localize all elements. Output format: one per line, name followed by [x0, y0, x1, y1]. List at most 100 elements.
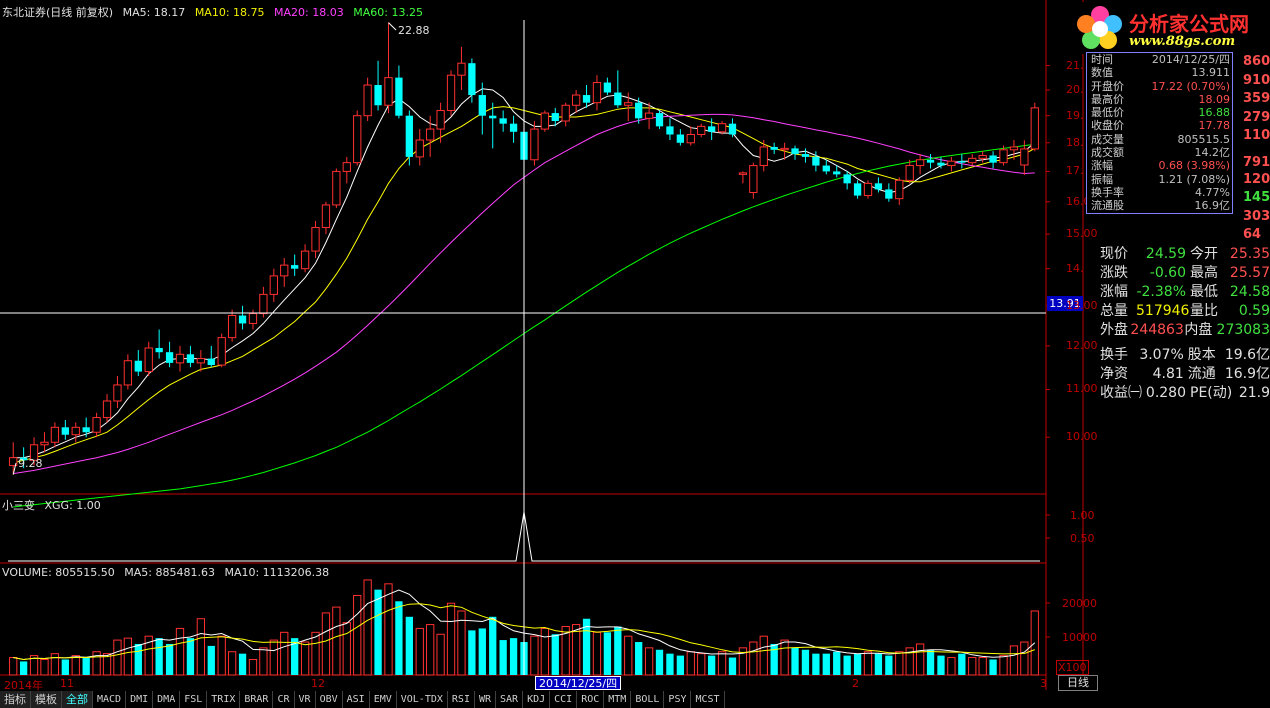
- tab-指标[interactable]: 指标: [0, 691, 31, 708]
- candle-body: [446, 74, 456, 111]
- volume-bar: [227, 651, 237, 676]
- tab-cr[interactable]: CR: [273, 691, 295, 708]
- info-value: 16.9亿: [1194, 199, 1231, 213]
- candle-body: [1020, 148, 1029, 166]
- volume-bar: [571, 624, 581, 676]
- volume-axis-10000: 10000: [1062, 631, 1097, 644]
- tab-mtm[interactable]: MTM: [604, 691, 632, 708]
- volume-bar: [291, 638, 299, 675]
- volume-bar: [885, 655, 893, 675]
- volume-bar: [697, 653, 706, 676]
- info-key: 最高价: [1091, 92, 1124, 106]
- price-tick-label: 10.00: [1066, 430, 1098, 444]
- tab-模板[interactable]: 模板: [31, 691, 62, 708]
- tab-vol-tdx[interactable]: VOL-TDX: [397, 691, 448, 708]
- tab-trix[interactable]: TRIX: [207, 691, 241, 708]
- volume-bar: [1009, 645, 1019, 676]
- info-value: 17.78: [1198, 119, 1231, 133]
- volume-bar: [738, 647, 748, 676]
- tab-vr[interactable]: VR: [295, 691, 316, 708]
- quote-row: 换手 3.07% 股本 19.6亿: [1100, 346, 1270, 365]
- tab-fsl[interactable]: FSL: [180, 691, 208, 708]
- info-key: 成交量: [1091, 132, 1124, 146]
- price-tick-label: 18.: [1066, 135, 1084, 149]
- volume-bar: [822, 653, 830, 675]
- tab-brar[interactable]: BRAR: [240, 691, 274, 708]
- side-number: 1204: [1243, 172, 1270, 187]
- quote-k2: 最高: [1190, 265, 1218, 281]
- volume-bar: [238, 653, 247, 675]
- tab-kdj[interactable]: KDJ: [523, 691, 551, 708]
- volume-bar: [175, 627, 185, 676]
- candle-body: [968, 157, 977, 164]
- tab-asi[interactable]: ASI: [343, 691, 370, 708]
- volume-bar: [363, 579, 372, 676]
- volume-bar: [780, 639, 789, 676]
- candle-body: [71, 426, 80, 436]
- candle-body: [791, 148, 799, 155]
- quote-v: 3.07%: [1139, 347, 1184, 363]
- tab-psy[interactable]: PSY: [664, 691, 692, 708]
- quote-row: 总量 517946 量比 0.59: [1100, 302, 1270, 321]
- volume-bar: [29, 655, 39, 676]
- candle-body: [801, 154, 810, 157]
- daily-period-tab[interactable]: 日线: [1058, 675, 1098, 691]
- candle-body: [478, 95, 486, 116]
- candle-body: [530, 128, 539, 161]
- low-price-label: 9.28: [18, 457, 43, 470]
- candle-body: [509, 123, 518, 132]
- volume-bar: [791, 647, 799, 675]
- candle-body: [92, 417, 101, 433]
- candle-body: [812, 156, 820, 166]
- tab-obv[interactable]: OBV: [316, 691, 343, 708]
- volume-bar: [728, 657, 737, 675]
- candle-body: [415, 139, 424, 158]
- quote-k2: PE(动): [1190, 385, 1233, 401]
- tab-emv[interactable]: EMV: [370, 691, 397, 708]
- quote-row: 涨幅 -2.38% 最低 24.58: [1100, 283, 1270, 302]
- info-key: 数值: [1091, 66, 1113, 80]
- candle-body: [707, 126, 716, 132]
- volume-bar: [592, 631, 602, 676]
- info-key: 换手率: [1091, 185, 1124, 199]
- price-tick-label: 13.00: [1066, 298, 1098, 312]
- tab-全部[interactable]: 全部: [62, 691, 93, 708]
- candle-body: [175, 353, 185, 364]
- candle-body: [196, 358, 205, 364]
- volume-bar: [812, 653, 820, 675]
- volume-bar: [374, 589, 382, 675]
- tab-macd[interactable]: MACD: [93, 691, 127, 708]
- tab-sar[interactable]: SAR: [496, 691, 524, 708]
- tab-rsi[interactable]: RSI: [448, 691, 475, 708]
- candle-body: [300, 250, 310, 270]
- candle-body: [644, 112, 654, 119]
- tab-dmi[interactable]: DMI: [126, 691, 154, 708]
- ma5-value: MA5: 18.17: [122, 6, 186, 19]
- tab-dma[interactable]: DMA: [153, 691, 181, 708]
- tab-boll[interactable]: BOLL: [631, 691, 665, 708]
- candle-body: [248, 313, 258, 324]
- volume-bar: [635, 642, 643, 675]
- volume-bar: [1020, 641, 1029, 676]
- quote-row: 收益㈠ 0.280 PE(动) 21.9: [1100, 384, 1270, 403]
- candle-body: [822, 165, 830, 172]
- tab-cci[interactable]: CCI: [550, 691, 578, 708]
- volume-bar: [248, 658, 258, 676]
- candle-body: [999, 149, 1008, 164]
- candle-body: [259, 293, 268, 315]
- tab-roc[interactable]: ROC: [577, 691, 605, 708]
- tab-wr[interactable]: WR: [475, 691, 497, 708]
- volume-ma5: MA5: 885481.63: [124, 566, 215, 579]
- quote-k2: 最低: [1190, 284, 1218, 300]
- tab-mcst[interactable]: MCST: [691, 691, 725, 708]
- info-value: 14.2亿: [1194, 146, 1231, 160]
- crosshair-date-tag: 2014/12/25/四: [535, 676, 622, 690]
- candle-body: [666, 126, 674, 135]
- candle-body: [40, 441, 49, 446]
- candle-body: [863, 182, 873, 197]
- candle-body: [363, 84, 372, 117]
- info-row: 流通股 16.9亿: [1087, 199, 1232, 212]
- quote-v2: 19.6亿: [1224, 347, 1270, 363]
- volume-bar: [895, 651, 904, 676]
